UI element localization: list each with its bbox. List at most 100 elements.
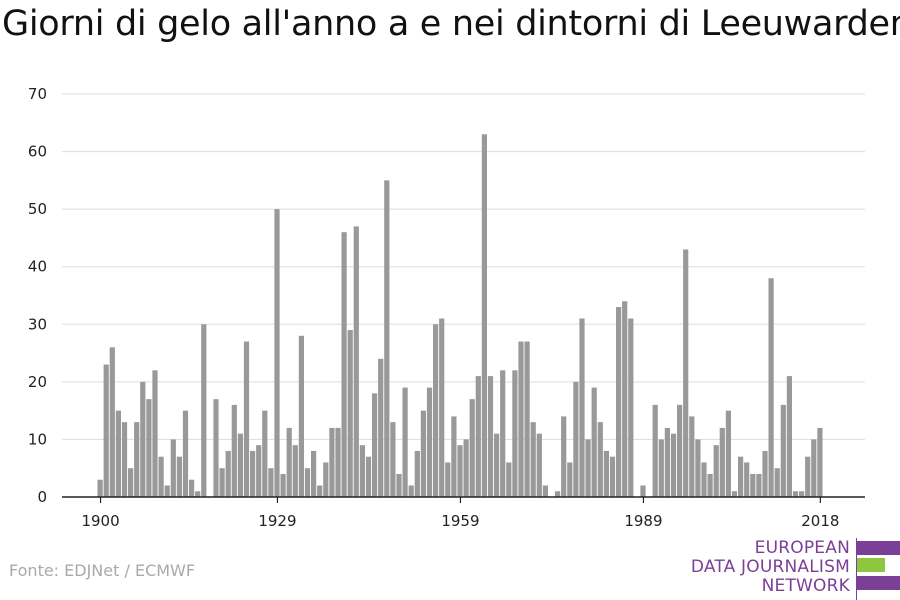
bar-1905	[128, 468, 134, 497]
bar-1908	[146, 399, 152, 497]
bar-1987	[628, 318, 634, 497]
bar-2011	[774, 468, 780, 497]
bar-1902	[109, 347, 115, 497]
y-tick-label: 70	[28, 85, 47, 103]
bar-2005	[738, 456, 744, 497]
bar-1936	[317, 485, 323, 497]
bar-1954	[426, 387, 433, 497]
bar-1985	[616, 307, 622, 497]
bar-1912	[170, 439, 176, 497]
bar-1935	[311, 450, 317, 497]
bar-1909	[152, 370, 158, 497]
bar-1900	[97, 479, 103, 497]
bar-1955	[433, 324, 439, 497]
bar-2001	[713, 445, 719, 497]
bar-1984	[609, 456, 616, 497]
bar-1993	[664, 427, 670, 497]
chart-title: Giorni di gelo all'anno a e nei dintorni…	[2, 4, 900, 44]
bar-1983	[603, 450, 609, 497]
x-tick-label: 2018	[801, 512, 839, 530]
y-tick-label: 20	[28, 373, 47, 391]
bar-1906	[134, 422, 140, 497]
bar-1967	[506, 462, 512, 497]
bar-1965	[494, 433, 500, 497]
bar-1952	[414, 450, 420, 497]
x-tick-label: 1959	[441, 512, 479, 530]
logo-bar-green	[857, 558, 885, 572]
logo-bar-purple-top	[857, 541, 900, 555]
bar-1980	[585, 439, 591, 497]
bar-2017	[811, 439, 817, 497]
bar-1971	[530, 422, 536, 497]
bar-1907	[140, 381, 146, 497]
bar-2008	[756, 473, 762, 497]
bar-1904	[121, 422, 128, 497]
bar-1919	[213, 399, 219, 497]
bar-1973	[542, 485, 548, 497]
bar-1977	[567, 462, 573, 497]
logo-bar-purple-bottom	[857, 576, 900, 590]
bar-1970	[524, 341, 530, 497]
x-tick-label: 1900	[81, 512, 119, 530]
bar-1962	[475, 376, 481, 497]
bar-1972	[536, 433, 542, 497]
bar-1953	[420, 410, 426, 497]
bar-1925	[250, 450, 256, 497]
bar-1957	[445, 462, 451, 497]
logo-line-european: EUROPEAN	[754, 538, 850, 558]
edjnet-logo: EUROPEAN DATA JOURNALISM NETWORK	[691, 538, 900, 600]
bar-1945	[372, 393, 378, 497]
bar-1966	[500, 370, 506, 497]
bar-1939	[335, 427, 341, 497]
bar-2009	[762, 450, 768, 497]
bar-2014	[792, 491, 799, 497]
bar-2004	[731, 491, 738, 497]
y-tick-label: 60	[28, 143, 47, 161]
y-tick-label: 40	[28, 258, 47, 276]
bar-2006	[744, 462, 750, 497]
bar-1910	[158, 456, 164, 497]
bar-1991	[652, 404, 658, 497]
bar-1982	[597, 422, 603, 497]
bar-1947	[384, 180, 390, 497]
bar-2013	[786, 376, 792, 497]
bar-2007	[750, 473, 756, 497]
bar-1950	[402, 387, 408, 497]
bar-1920	[219, 468, 225, 497]
bar-1995	[677, 404, 683, 497]
y-tick-label: 50	[28, 200, 47, 218]
bar-1944	[365, 456, 372, 497]
x-tick-label: 1929	[258, 512, 296, 530]
bar-1931	[286, 427, 292, 497]
bar-1999	[701, 462, 707, 497]
bar-1976	[561, 416, 567, 497]
bar-1941	[347, 330, 353, 497]
bar-2000	[707, 473, 713, 497]
bar-1916	[195, 491, 201, 497]
bar-2015	[799, 491, 805, 497]
bar-1969	[518, 341, 524, 497]
bar-1960	[463, 439, 469, 497]
bar-1975	[555, 491, 561, 497]
bar-2003	[725, 410, 731, 497]
bar-1959	[457, 445, 463, 497]
bar-1978	[573, 381, 579, 497]
bar-1926	[256, 445, 262, 497]
y-tick-label: 0	[37, 488, 47, 506]
bar-2010	[768, 278, 774, 497]
bar-1946	[378, 358, 384, 497]
bar-2018	[817, 427, 823, 497]
bar-1961	[469, 399, 475, 497]
logo-line-data-journalism: DATA JOURNALISM	[690, 557, 850, 577]
bar-1996	[683, 249, 689, 497]
bar-1928	[268, 468, 274, 497]
bar-1901	[103, 364, 109, 497]
bar-1932	[292, 445, 298, 497]
bar-1929	[274, 209, 280, 497]
bar-2012	[780, 404, 786, 497]
bar-1934	[304, 468, 311, 497]
bar-1958	[451, 416, 457, 497]
bar-2016	[805, 456, 811, 497]
bar-1992	[658, 439, 664, 497]
